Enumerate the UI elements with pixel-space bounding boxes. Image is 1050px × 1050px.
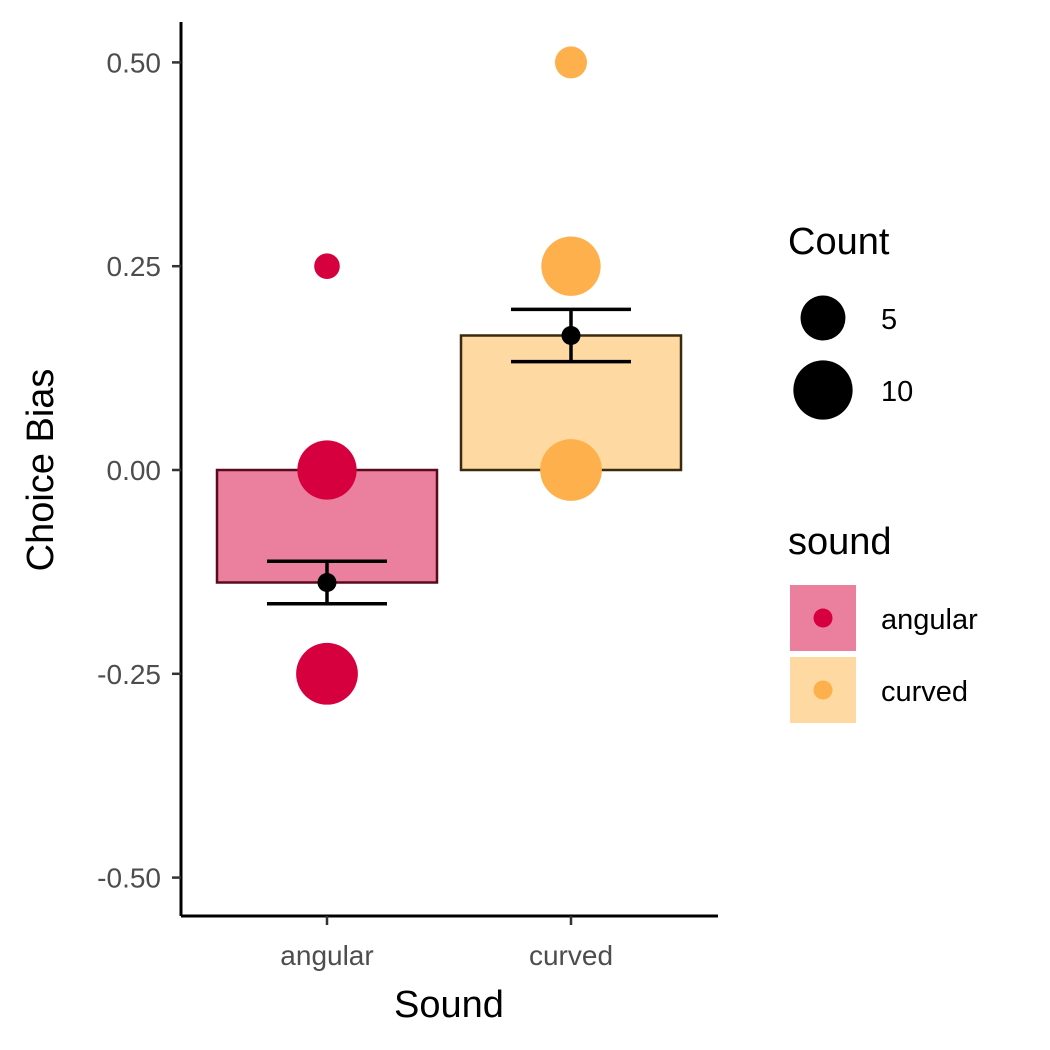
plot-panel [215,46,683,705]
legend-count-title: Count [788,221,890,263]
y-tick-label: 0.50 [107,47,162,78]
point-angular-0 [314,253,340,279]
x-tick-label: angular [280,940,373,971]
legend-sound-title: sound [788,521,892,563]
mean-point-angular [317,572,337,592]
error-bar-angular [267,559,387,606]
mean-point-curved [561,325,581,345]
legend-count-label: 10 [881,376,913,408]
legend-count-label: 5 [881,304,897,336]
y-axis-title: Choice Bias [20,369,62,572]
point-angular-2 [296,642,358,705]
y-tick-label: -0.25 [97,659,161,690]
legend-sound: sound angular curved [788,521,978,723]
point-curved-4 [541,236,601,296]
legend-count-key-5 [800,295,846,341]
x-axis-title: Sound [394,984,504,1026]
y-tick-label: 0.25 [107,251,162,282]
legend-sound-label: angular [881,604,978,636]
point-curved-5 [540,439,602,501]
legend-count: Count 5 10 [788,221,913,420]
legend-sound-dot-curved [813,680,833,700]
error-bar-curved [511,307,631,364]
legend-sound-label: curved [881,676,968,708]
y-tick-label: -0.50 [97,863,161,894]
x-tick-label: curved [529,940,613,971]
point-angular-1 [297,440,357,500]
legend-count-key-10 [793,360,853,420]
point-curved-3 [554,46,588,79]
legend-sound-dot-angular [813,608,833,628]
axes: -0.50 -0.25 0.00 0.25 0.50 angular curved [97,22,718,971]
y-tick-label: 0.00 [107,455,162,486]
